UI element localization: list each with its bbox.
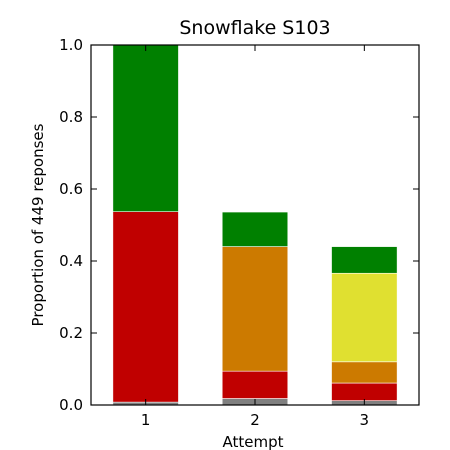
bar-segment-1-1 xyxy=(112,211,179,403)
y-tick-label: 0.6 xyxy=(59,180,83,198)
bar-segment-2-2 xyxy=(221,246,289,372)
bar-segment-3-3 xyxy=(331,272,398,363)
bar-segment-3-2 xyxy=(331,361,398,384)
bar-segment-2-1 xyxy=(221,370,289,399)
bar-segment-3-1 xyxy=(331,382,398,401)
y-axis-label: Proportion of 449 reponses xyxy=(29,123,47,326)
bar-segment-2-4 xyxy=(221,211,289,247)
x-tick-label: 2 xyxy=(250,411,260,429)
y-tick-label: 1.0 xyxy=(59,36,83,54)
x-tick-label: 3 xyxy=(360,411,370,429)
y-tick-label: 0.0 xyxy=(59,396,83,414)
bars xyxy=(112,44,398,406)
x-tick-label: 1 xyxy=(141,411,151,429)
chart-title: Snowflake S103 xyxy=(179,17,330,39)
x-axis-label: Attempt xyxy=(222,433,283,450)
y-tick-label: 0.2 xyxy=(59,324,83,342)
bar-segment-3-4 xyxy=(331,246,398,274)
bar-segment-1-4 xyxy=(112,44,179,212)
y-tick-label: 0.4 xyxy=(59,252,83,270)
x-axis-ticks: 1 2 3 xyxy=(141,45,369,429)
y-tick-label: 0.8 xyxy=(59,108,83,126)
y-axis-ticks: 0.0 0.2 0.4 0.6 0.8 1.0 xyxy=(59,36,419,414)
